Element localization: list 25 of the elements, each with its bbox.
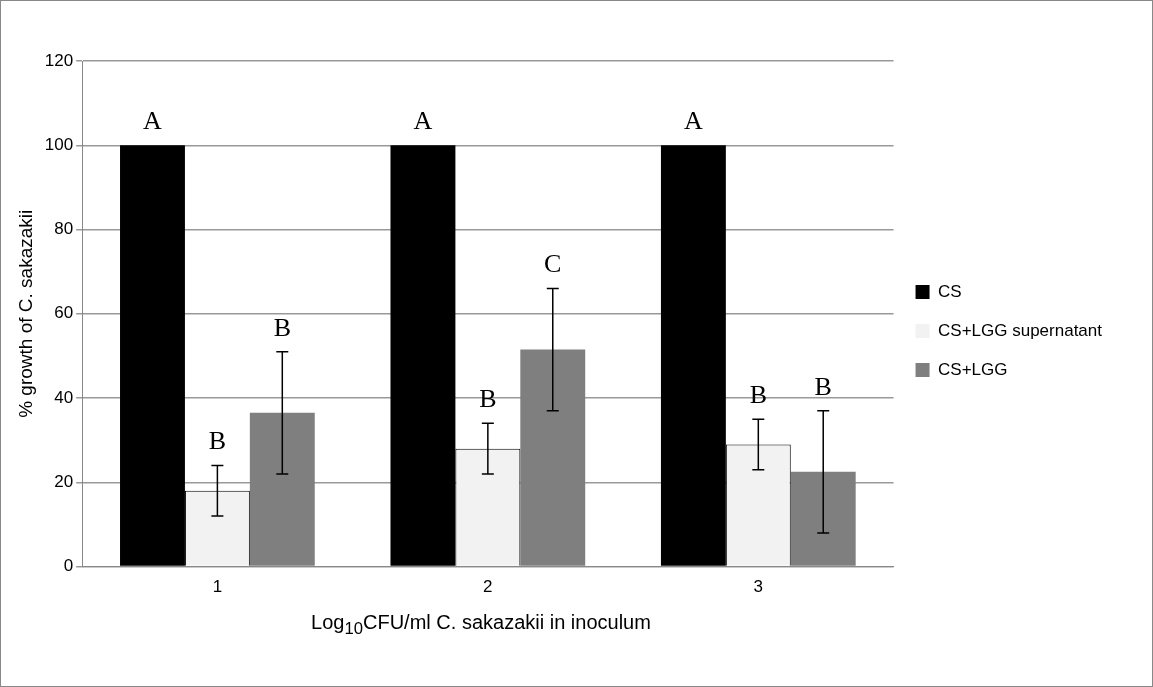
annotation: A xyxy=(413,106,433,136)
annotation: B xyxy=(273,312,291,342)
annotation: A xyxy=(143,106,163,136)
y-tick-label: 20 xyxy=(54,472,74,492)
y-tick-label: 80 xyxy=(54,219,74,239)
annotation: B xyxy=(814,371,832,401)
y-tick-label: 40 xyxy=(54,387,74,407)
annotation: B xyxy=(479,384,497,414)
x-tick-label: 3 xyxy=(753,577,764,597)
annotation: B xyxy=(749,379,767,409)
x-tick-label: 1 xyxy=(212,577,223,597)
annotation: A xyxy=(684,106,704,136)
x-tick-label: 2 xyxy=(483,577,493,597)
legend-label: CS+LGG xyxy=(938,359,1008,379)
legend-label: CS xyxy=(938,281,962,301)
legend-label: CS+LGG supernatant xyxy=(938,320,1103,340)
y-tick-label: 120 xyxy=(44,50,74,70)
y-tick-label: 0 xyxy=(63,556,74,576)
y-tick-label: 100 xyxy=(44,134,74,154)
annotation: B xyxy=(208,426,227,456)
bar xyxy=(660,145,726,566)
annotation: C xyxy=(544,249,562,279)
y-tick-label: 60 xyxy=(54,303,74,323)
y-axis-title: % growth of C. sakazakii xyxy=(14,209,36,418)
x-axis-title: Log$_{10}$CFU/ml C. sakazakii in inoculum xyxy=(310,611,652,639)
